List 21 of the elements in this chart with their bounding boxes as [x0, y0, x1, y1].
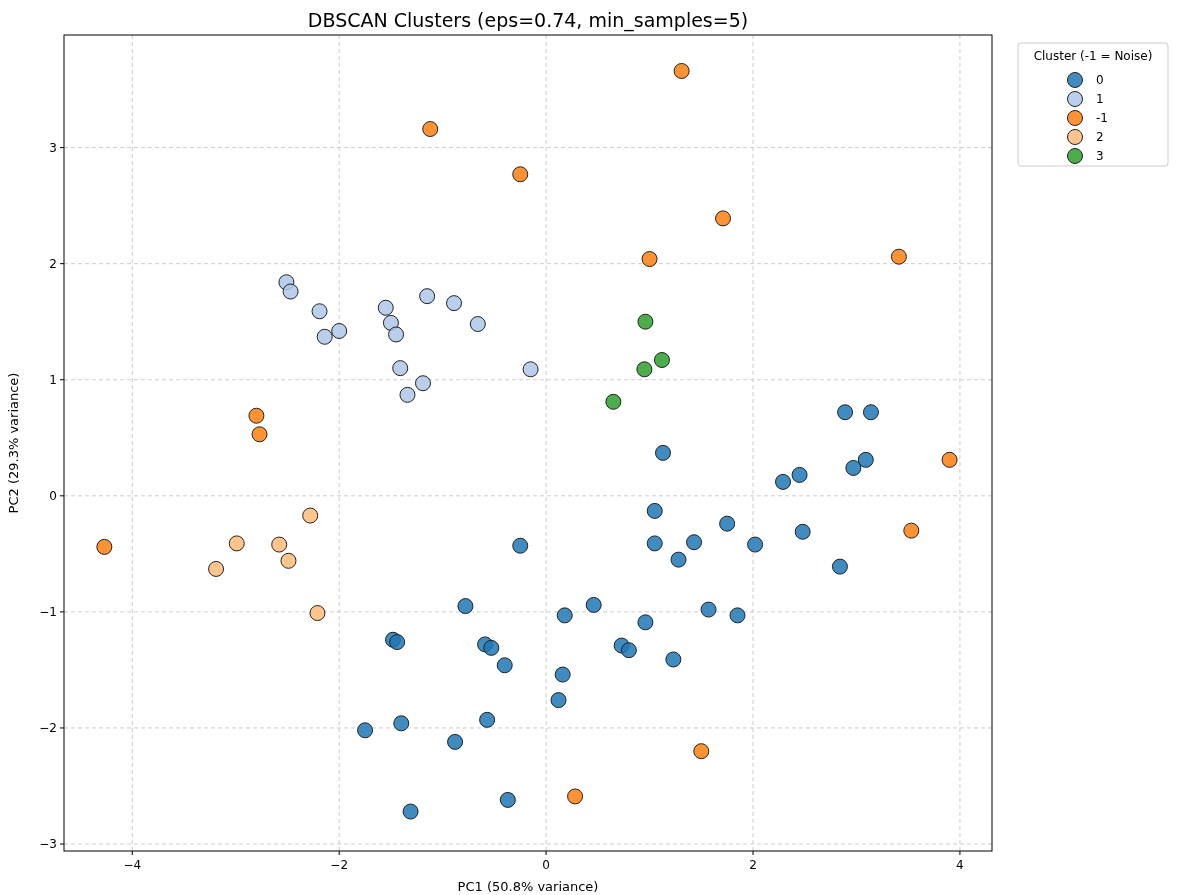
- y-tick-label: 0: [49, 488, 57, 503]
- x-axis-title: PC1 (50.8% variance): [457, 879, 599, 894]
- x-tick-label: 0: [542, 858, 550, 872]
- legend-label: 3: [1096, 149, 1104, 163]
- y-tick-label: −2: [39, 720, 57, 735]
- y-tick-label: 3: [49, 140, 57, 155]
- y-tick-label: −1: [39, 604, 57, 619]
- legend-label: -1: [1096, 111, 1108, 125]
- y-tick-label: 1: [49, 372, 57, 387]
- x-tick-label: −4: [123, 858, 142, 872]
- x-tick-label: 4: [956, 858, 964, 872]
- x-tick-label: 2: [749, 858, 757, 872]
- y-tick-label: −3: [39, 837, 57, 852]
- legend-label: 1: [1096, 92, 1104, 106]
- x-tick-label: −2: [330, 858, 349, 872]
- legend-label: 2: [1096, 130, 1104, 144]
- legend-label: 0: [1096, 73, 1104, 87]
- y-tick-label: 2: [49, 256, 57, 271]
- legend-title: Cluster (-1 = Noise): [1033, 49, 1153, 63]
- y-axis-title: PC2 (29.3% variance): [6, 372, 21, 514]
- chart-title: DBSCAN Clusters (eps=0.74, min_samples=5): [307, 9, 749, 32]
